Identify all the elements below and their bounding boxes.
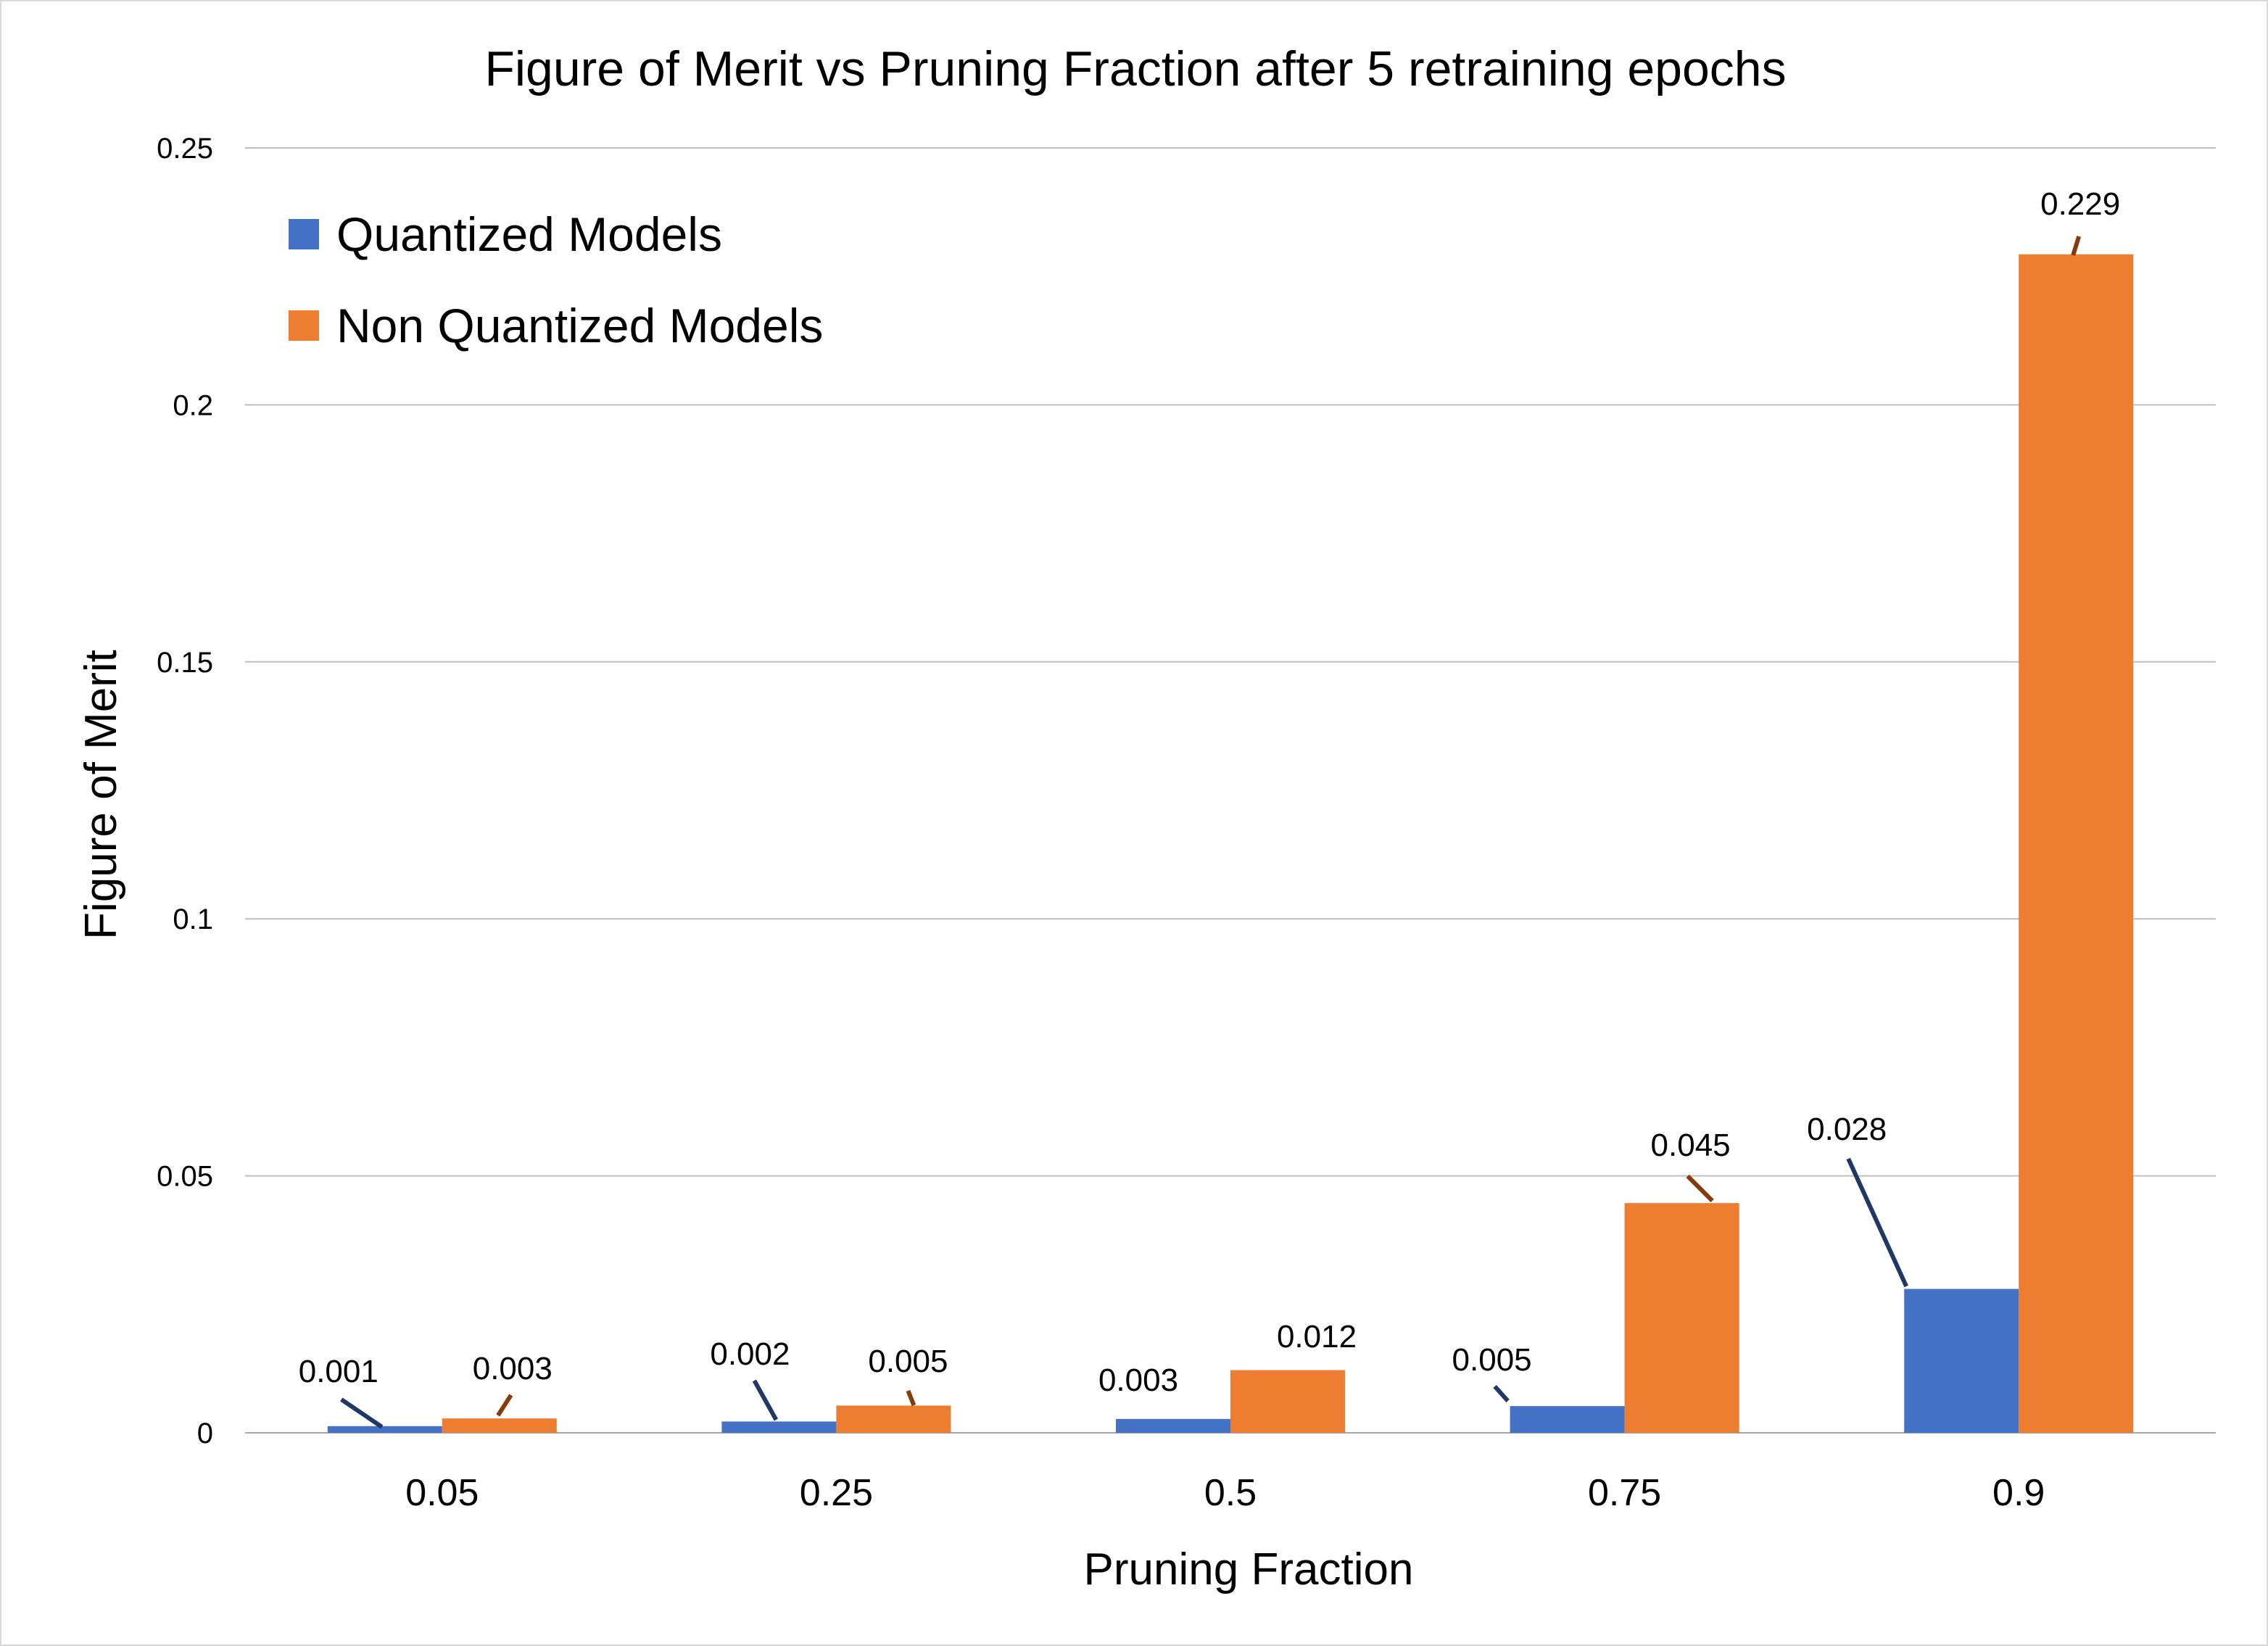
bar-non-quantized: [442, 1418, 557, 1433]
legend-swatch: [289, 219, 319, 249]
gridlines: [245, 147, 2216, 1434]
x-tick-label: 0.25: [800, 1472, 873, 1514]
x-tick-label: 0.9: [1992, 1472, 2045, 1514]
y-tick-label: 0.25: [157, 133, 213, 165]
leader-line: [752, 1379, 779, 1421]
leader-line: [340, 1397, 384, 1429]
leader-line: [1493, 1384, 1510, 1403]
x-axis-ticks: 0.05 0.25 0.5 0.75 0.9: [405, 1472, 2045, 1514]
y-tick-label: 0.2: [173, 389, 213, 421]
data-labels: 0.001 0.002 0.003 0.005 0.028 0.003 0.005 0.012…: [299, 186, 2121, 1398]
legend-swatch: [289, 310, 319, 341]
bar-quantized: [1510, 1406, 1625, 1433]
y-axis-ticks: 0 0.05 0.1 0.15 0.2 0.25: [157, 133, 213, 1449]
bar-non-quantized: [2019, 254, 2134, 1434]
leader-line: [2071, 236, 2082, 256]
leader-line: [1846, 1157, 1908, 1288]
bar-non-quantized: [1624, 1203, 1739, 1433]
data-label: 0.028: [1807, 1112, 1887, 1147]
data-label: 0.002: [710, 1336, 790, 1372]
data-label: 0.003: [1098, 1362, 1178, 1398]
data-label: 0.005: [868, 1344, 948, 1379]
y-tick-label: 0.1: [173, 903, 213, 935]
x-tick-label: 0.5: [1204, 1472, 1257, 1514]
data-label: 0.012: [1277, 1319, 1357, 1355]
legend-label: Non Quantized Models: [336, 299, 823, 352]
data-label: 0.005: [1452, 1342, 1532, 1378]
y-tick-label: 0.05: [157, 1161, 213, 1193]
data-label: 0.003: [473, 1351, 552, 1386]
y-axis-label: Figure of Merit: [76, 650, 126, 940]
bar-quantized: [1116, 1418, 1230, 1433]
chart-title: Figure of Merit vs Pruning Fraction afte…: [484, 41, 1786, 96]
bar-quantized: [327, 1426, 442, 1433]
bar-quantized: [1904, 1289, 2019, 1433]
y-tick-label: 0.15: [157, 647, 213, 679]
bar-non-quantized: [836, 1405, 951, 1433]
leader-line: [1686, 1174, 1714, 1203]
x-tick-label: 0.75: [1588, 1472, 1661, 1514]
y-tick-label: 0: [197, 1418, 213, 1449]
x-axis-label: Pruning Fraction: [1084, 1544, 1414, 1595]
bars: [327, 254, 2134, 1434]
bar-non-quantized: [1230, 1370, 1345, 1433]
legend: Quantized Models Non Quantized Models: [289, 207, 823, 352]
data-label: 0.045: [1651, 1128, 1731, 1163]
leader-line: [496, 1394, 513, 1417]
bar-quantized: [721, 1421, 837, 1433]
x-tick-label: 0.05: [405, 1472, 479, 1514]
leader-line: [906, 1389, 916, 1407]
data-label: 0.229: [2040, 186, 2120, 222]
data-label: 0.001: [299, 1354, 378, 1389]
data-label-leaders: [340, 236, 2082, 1429]
legend-label: Quantized Models: [336, 207, 722, 261]
